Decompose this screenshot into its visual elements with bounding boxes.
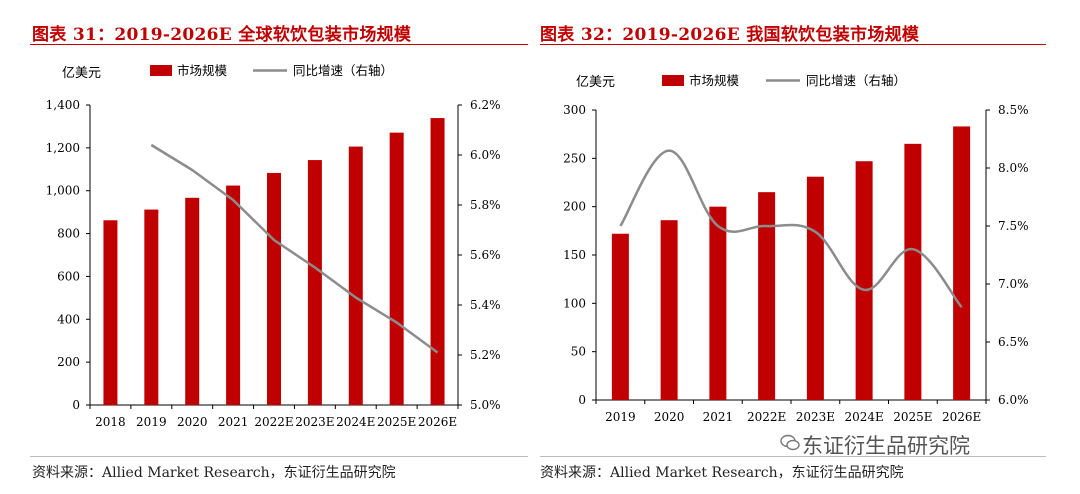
- bar-2019: [611, 233, 629, 400]
- x-tick-label: 2019: [136, 415, 167, 429]
- legend-label-line: 同比增速（右轴）: [293, 63, 393, 78]
- x-tick-label: 2023E: [796, 410, 835, 424]
- bar-2023E: [806, 176, 824, 400]
- y-tick-label-left: 0: [72, 398, 80, 412]
- chart-panel-right: 图表 32：2019-2026E 我国软饮包装市场规模 亿美元 市场规模 同比增速（…: [540, 0, 1080, 494]
- y-tick-label-left: 600: [57, 269, 80, 283]
- growth-rate-line: [619, 149, 963, 309]
- y-tick-label-right: 8.0%: [998, 161, 1029, 175]
- y-tick-label-right: 5.2%: [470, 348, 501, 362]
- x-tick-label: 2024E: [844, 410, 883, 424]
- y-axis-unit-label: 亿美元: [62, 66, 101, 81]
- x-tick-label: 2026E: [942, 410, 981, 424]
- figure-title-left: 图表 31：2019-2026E 全球软饮包装市场规模: [32, 25, 412, 45]
- wechat-icon: [780, 434, 800, 451]
- chart-panel-left: 图表 31：2019-2026E 全球软饮包装市场规模 亿美元 市场规模 同比增速（…: [0, 0, 530, 494]
- x-tick-label: 2021: [703, 410, 734, 424]
- source-note-right: 资料来源：Allied Market Research，东证衍生品研究院: [540, 465, 904, 481]
- chart-left: 亿美元 市场规模 同比增速（右轴） 0 200 400 600 800 1,000 1,200 1,…: [46, 63, 501, 429]
- title-rule-right: [540, 44, 1046, 45]
- y-tick-label-right: 6.2%: [470, 98, 501, 112]
- x-tick-label: 2023E: [295, 415, 334, 429]
- x-tick-label: 2024E: [336, 415, 375, 429]
- bar-2023E: [307, 160, 322, 405]
- y-tick-label-left: 1,400: [46, 98, 80, 112]
- title-rule-left: [30, 44, 528, 45]
- bar-2022E: [267, 172, 281, 405]
- y-tick-label-left: 100: [563, 296, 586, 310]
- y-tick-label-right: 6.0%: [470, 148, 501, 162]
- y-tick-label-right: 5.6%: [470, 248, 501, 262]
- y-tick-label-left: 1,200: [46, 141, 80, 155]
- y-tick-label-left: 200: [563, 200, 586, 214]
- x-tick-label: 2025E: [893, 410, 932, 424]
- bar-2024E: [348, 146, 363, 406]
- y-tick-label-right: 5.8%: [470, 198, 501, 212]
- bar-2026E: [953, 126, 971, 400]
- y-tick-label-right: 6.0%: [998, 393, 1029, 407]
- legend-swatch-bar: [150, 65, 172, 76]
- bar-2026E: [430, 118, 445, 406]
- growth-rate-line: [150, 143, 439, 354]
- legend-label-bar: 市场规模: [177, 63, 228, 78]
- x-tick-label: 2018: [95, 415, 126, 429]
- y-tick-label-left: 400: [57, 312, 80, 326]
- bar-2021: [226, 185, 241, 405]
- x-tick-label: 2020: [654, 410, 685, 424]
- bottom-rule-right: [540, 456, 1046, 457]
- y-tick-label-right: 6.5%: [998, 335, 1029, 349]
- bar-2022E: [758, 192, 776, 400]
- y-tick-label-right: 7.5%: [998, 219, 1029, 233]
- x-tick-label: 2022E: [254, 415, 293, 429]
- x-tick-label: 2022E: [747, 410, 786, 424]
- y-tick-label-left: 1,000: [46, 184, 80, 198]
- bottom-rule-left: [30, 456, 528, 457]
- x-tick-label: 2020: [177, 415, 208, 429]
- y-tick-label-right: 5.4%: [470, 298, 501, 312]
- y-axis-unit-label: 亿美元: [576, 75, 615, 90]
- bar-2021: [709, 206, 727, 400]
- legend-swatch-bar: [662, 75, 684, 86]
- x-tick-label: 2026E: [418, 415, 457, 429]
- x-tick-label: 2019: [605, 410, 636, 424]
- y-tick-label-right: 8.5%: [998, 103, 1029, 117]
- legend-label-line: 同比增速（右轴）: [806, 73, 906, 88]
- source-note-left: 资料来源：Allied Market Research，东证衍生品研究院: [32, 465, 396, 481]
- x-tick-label: 2021: [218, 415, 249, 429]
- x-tick-label: 2025E: [377, 415, 416, 429]
- bar-2018: [103, 220, 118, 405]
- legend-label-bar: 市场规模: [689, 73, 740, 88]
- y-tick-label-right: 7.0%: [998, 277, 1029, 291]
- y-tick-label-left: 250: [563, 151, 586, 165]
- bar-2020: [185, 197, 200, 405]
- bar-2025E: [904, 143, 922, 400]
- y-tick-label-left: 200: [57, 355, 80, 369]
- y-tick-label-left: 150: [563, 248, 586, 262]
- y-tick-label-left: 300: [563, 103, 586, 117]
- bar-2024E: [855, 161, 873, 400]
- figure-title-right: 图表 32：2019-2026E 我国软饮包装市场规模: [540, 25, 920, 45]
- y-tick-label-left: 800: [57, 227, 80, 241]
- watermark-text: 东证衍生品研究院: [802, 434, 970, 458]
- bar-2019: [144, 209, 159, 405]
- y-tick-label-left: 50: [571, 345, 586, 359]
- bar-2020: [660, 220, 678, 400]
- y-tick-label-right: 5.0%: [470, 398, 501, 412]
- bar-2025E: [389, 132, 404, 405]
- y-tick-label-left: 0: [578, 393, 586, 407]
- chart-right: 亿美元 市场规模 同比增速（右轴） 0 50 100 150 200 250 300 6.0% 6.5…: [563, 73, 1029, 424]
